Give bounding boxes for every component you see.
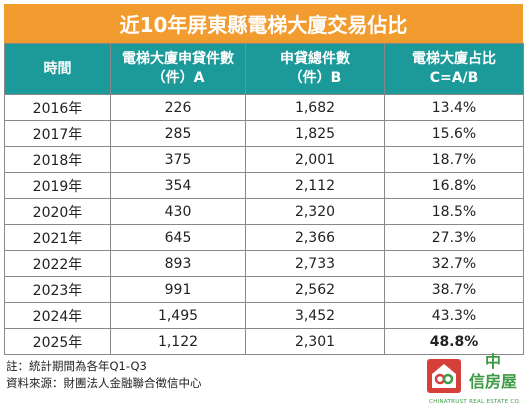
cell-elevator-count: 645 (110, 224, 246, 251)
brand-logo: 中 信房屋 CHINATRUST REAL ESTATE CO. (426, 352, 524, 410)
cell-share: 16.8% (384, 172, 524, 199)
period-note: 註：統計期間為各年Q1-Q3 (6, 359, 147, 373)
logo-subtitle: CHINATRUST REAL ESTATE CO. (428, 399, 522, 405)
header-time-label: 時間 (43, 60, 72, 77)
cell-total-count: 2,112 (245, 172, 385, 199)
cell-total-count: 1,825 (245, 120, 385, 147)
header-row: 時間 電梯大廈申貸件數 （件）A 申貸總件數 （件）B 電梯大廈占比 C=A/B (4, 43, 524, 95)
cell-elevator-count: 354 (110, 172, 246, 199)
table-row: 2024年 1,495 3,452 43.3% (4, 302, 524, 329)
cell-share: 27.3% (384, 224, 524, 251)
cell-total-count: 2,301 (245, 328, 385, 355)
cell-year: 2021年 (4, 224, 111, 251)
header-total-count-line1: 申貸總件數 (280, 51, 350, 67)
header-elevator-count: 電梯大廈申貸件數 （件）A (110, 43, 246, 95)
cell-share: 18.7% (384, 146, 524, 173)
table-row: 2020年 430 2,320 18.5% (4, 198, 524, 225)
header-share-line2: C=A/B (429, 70, 479, 86)
cell-total-count: 2,733 (245, 250, 385, 277)
data-table: 時間 電梯大廈申貸件數 （件）A 申貸總件數 （件）B 電梯大廈占比 C=A/B 20… (4, 43, 524, 355)
cell-share: 32.7% (384, 250, 524, 277)
table-title: 近10年屏東縣電梯大廈交易佔比 (4, 4, 523, 43)
header-share-line1: 電梯大廈占比 (412, 51, 496, 67)
cell-total-count: 3,452 (245, 302, 385, 329)
cell-year: 2019年 (4, 172, 111, 199)
cell-elevator-count: 226 (110, 94, 246, 121)
footnotes: 註：統計期間為各年Q1-Q3 資料來源：財團法人金融聯合徵信中心 (6, 358, 202, 392)
header-total-count: 申貸總件數 （件）B (245, 43, 385, 95)
cell-year: 2018年 (4, 146, 111, 173)
logo-name-line2: 信房屋 (468, 372, 517, 391)
source-note: 資料來源：財團法人金融聯合徵信中心 (6, 376, 202, 390)
cell-share: 43.3% (384, 302, 524, 329)
cell-year: 2024年 (4, 302, 111, 329)
logo-name-line1: 中 (484, 352, 501, 371)
cell-year: 2020年 (4, 198, 111, 225)
cell-share: 13.4% (384, 94, 524, 121)
cell-elevator-count: 893 (110, 250, 246, 277)
logo-name: 中 信房屋 (462, 352, 524, 392)
cell-share: 48.8% (384, 328, 524, 355)
cell-elevator-count: 1,495 (110, 302, 246, 329)
cell-year: 2017年 (4, 120, 111, 147)
cell-total-count: 2,366 (245, 224, 385, 251)
cell-elevator-count: 1,122 (110, 328, 246, 355)
table-row: 2023年 991 2,562 38.7% (4, 276, 524, 303)
cell-share: 15.6% (384, 120, 524, 147)
table-body: 2016年 226 1,682 13.4% 2017年 285 1,825 15.6% 2018… (4, 94, 524, 355)
cell-elevator-count: 430 (110, 198, 246, 225)
logo-mark-icon (427, 359, 461, 393)
cell-year: 2016年 (4, 94, 111, 121)
cell-year: 2025年 (4, 328, 111, 355)
table-row: 2019年 354 2,112 16.8% (4, 172, 524, 199)
header-elevator-count-line1: 電梯大廈申貸件數 (122, 51, 234, 67)
cell-elevator-count: 375 (110, 146, 246, 173)
cell-year: 2023年 (4, 276, 111, 303)
table-row: 2018年 375 2,001 18.7% (4, 146, 524, 173)
cell-total-count: 2,001 (245, 146, 385, 173)
cell-year: 2022年 (4, 250, 111, 277)
cell-share: 38.7% (384, 276, 524, 303)
cell-elevator-count: 991 (110, 276, 246, 303)
cell-total-count: 2,562 (245, 276, 385, 303)
header-time: 時間 (4, 43, 111, 95)
cell-total-count: 1,682 (245, 94, 385, 121)
table-row: 2017年 285 1,825 15.6% (4, 120, 524, 147)
table-row: 2022年 893 2,733 32.7% (4, 250, 524, 277)
header-share: 電梯大廈占比 C=A/B (384, 43, 524, 95)
table-row: 2021年 645 2,366 27.3% (4, 224, 524, 251)
table-row: 2016年 226 1,682 13.4% (4, 94, 524, 121)
cell-elevator-count: 285 (110, 120, 246, 147)
header-total-count-line2: （件）B (288, 70, 342, 86)
header-elevator-count-line2: （件）A (151, 70, 205, 86)
cell-total-count: 2,320 (245, 198, 385, 225)
table-row: 2025年 1,122 2,301 48.8% (4, 328, 524, 355)
cell-share: 18.5% (384, 198, 524, 225)
